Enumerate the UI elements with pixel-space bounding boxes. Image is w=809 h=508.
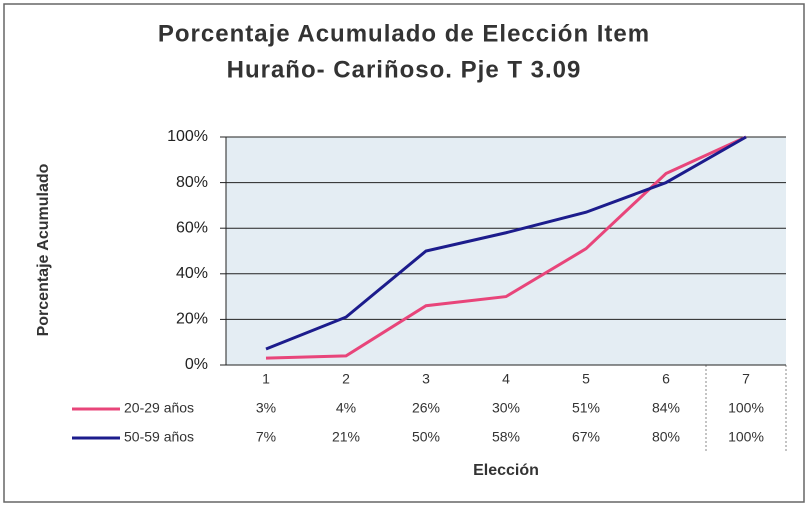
x-tick-label: 6 [662, 371, 670, 387]
table-cell: 26% [412, 400, 440, 416]
x-tick-label: 1 [262, 371, 270, 387]
y-tick-label: 40% [176, 265, 208, 282]
y-tick-label: 0% [185, 356, 208, 373]
y-tick-label: 100% [167, 128, 208, 145]
table-cell: 7% [256, 429, 276, 445]
table-cell: 4% [336, 400, 356, 416]
y-axis-label: Porcentaje Acumulado [35, 163, 52, 336]
table-cell: 3% [256, 400, 276, 416]
y-tick-label: 80% [176, 174, 208, 191]
x-tick-label: 3 [422, 371, 430, 387]
series-line [265, 135, 747, 351]
x-tick-label: 2 [342, 371, 350, 387]
x-axis-label: Elección [473, 462, 539, 479]
x-tick-label: 7 [742, 371, 750, 387]
y-tick-label: 60% [176, 219, 208, 236]
table-cell: 80% [652, 429, 680, 445]
y-tick-label: 20% [176, 311, 208, 328]
table-cell: 21% [332, 429, 360, 445]
table-cell: 50% [412, 429, 440, 445]
chart-title: Porcentaje Acumulado de Elección Item [158, 20, 650, 47]
table-cell: 58% [492, 429, 520, 445]
legend-label: 20-29 años [124, 400, 194, 416]
table-cell: 100% [728, 400, 764, 416]
table-cell: 30% [492, 400, 520, 416]
series-line [265, 135, 747, 360]
table-cell: 100% [728, 429, 764, 445]
x-tick-label: 5 [582, 371, 590, 387]
x-tick-label: 4 [502, 371, 510, 387]
table-cell: 67% [572, 429, 600, 445]
chart-title: Huraño- Cariñoso. Pje T 3.09 [227, 56, 582, 83]
legend-label: 50-59 años [124, 429, 194, 445]
table-cell: 84% [652, 400, 680, 416]
table-cell: 51% [572, 400, 600, 416]
